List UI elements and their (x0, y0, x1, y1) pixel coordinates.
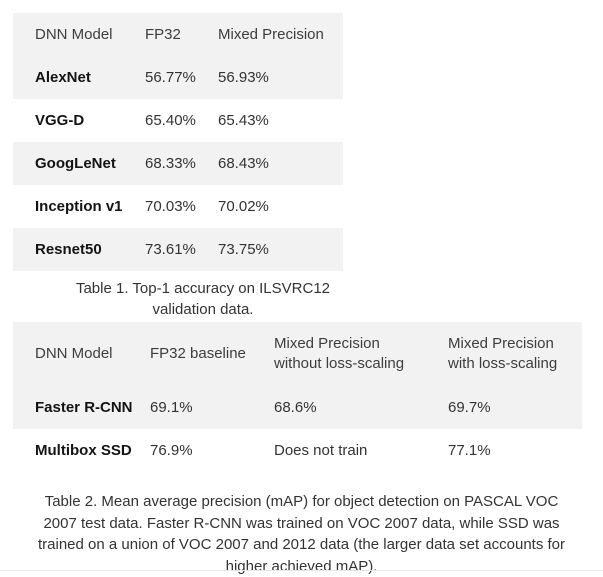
mp-without-loss-scaling-value: Does not train (274, 429, 448, 472)
fp32-baseline-value: 69.1% (150, 386, 274, 429)
table-2-header-mp-without-loss-scaling: Mixed Precision without loss-scaling (274, 322, 448, 386)
table-2-header-fp32-baseline: FP32 baseline (150, 322, 274, 386)
table-2-caption: Table 2. Mean average precision (mAP) fo… (0, 491, 603, 577)
table-2-caption-line-3: trained on a union of VOC 2007 and 2012 … (0, 534, 603, 556)
table-2-caption-line-1: Table 2. Mean average precision (mAP) fo… (0, 491, 603, 513)
mixed-precision-value: 56.93% (218, 56, 343, 99)
table-row: Multibox SSD 76.9% Does not train 77.1% (13, 429, 582, 472)
fp32-value: 70.03% (145, 185, 218, 228)
fp32-baseline-value: 76.9% (150, 429, 274, 472)
table-2-caption-line-2: 2007 test data. Faster R-CNN was trained… (0, 513, 603, 535)
mixed-precision-value: 73.75% (218, 228, 343, 271)
table-1-caption-line-2: validation data. (13, 299, 393, 320)
table-row: Faster R-CNN 69.1% 68.6% 69.7% (13, 386, 582, 429)
table-row: Inception v1 70.03% 70.02% (13, 185, 343, 228)
table-2-header-row: DNN Model FP32 baseline Mixed Precision … (13, 322, 582, 386)
table-1-header-fp32: FP32 (145, 13, 218, 56)
mixed-precision-value: 65.43% (218, 99, 343, 142)
table-1-caption-line-1: Table 1. Top-1 accuracy on ILSVRC12 (13, 278, 393, 299)
fp32-value: 68.33% (145, 142, 218, 185)
mp-without-loss-scaling-value: 68.6% (274, 386, 448, 429)
table-2-header-dnn-model: DNN Model (13, 322, 150, 386)
table-row: GoogLeNet 68.33% 68.43% (13, 142, 343, 185)
table-1-header-dnn-model: DNN Model (13, 13, 145, 56)
model-name: Inception v1 (13, 185, 145, 228)
table-row: AlexNet 56.77% 56.93% (13, 56, 343, 99)
table-1-header-mixed-precision: Mixed Precision (218, 13, 343, 56)
table-row: Resnet50 73.61% 73.75% (13, 228, 343, 271)
table-2-map-object-detection: DNN Model FP32 baseline Mixed Precision … (13, 322, 582, 472)
table-2-caption-line-4: higher achieved mAP). (0, 556, 603, 577)
model-name: Resnet50 (13, 228, 145, 271)
mp-with-loss-scaling-value: 69.7% (448, 386, 582, 429)
fp32-value: 65.40% (145, 99, 218, 142)
model-name: Multibox SSD (13, 429, 150, 472)
table-2-header-mp-with-loss-scaling: Mixed Precision with loss-scaling (448, 322, 582, 386)
model-name: GoogLeNet (13, 142, 145, 185)
fp32-value: 56.77% (145, 56, 218, 99)
table-1-header-row: DNN Model FP32 Mixed Precision (13, 13, 343, 56)
mp-with-loss-scaling-value: 77.1% (448, 429, 582, 472)
model-name: AlexNet (13, 56, 145, 99)
bottom-divider (0, 570, 603, 571)
table-row: VGG-D 65.40% 65.43% (13, 99, 343, 142)
model-name: Faster R-CNN (13, 386, 150, 429)
mixed-precision-value: 68.43% (218, 142, 343, 185)
mixed-precision-value: 70.02% (218, 185, 343, 228)
table-1-caption: Table 1. Top-1 accuracy on ILSVRC12 vali… (13, 278, 393, 320)
model-name: VGG-D (13, 99, 145, 142)
table-1-top1-accuracy: DNN Model FP32 Mixed Precision AlexNet 5… (13, 13, 343, 271)
fp32-value: 73.61% (145, 228, 218, 271)
